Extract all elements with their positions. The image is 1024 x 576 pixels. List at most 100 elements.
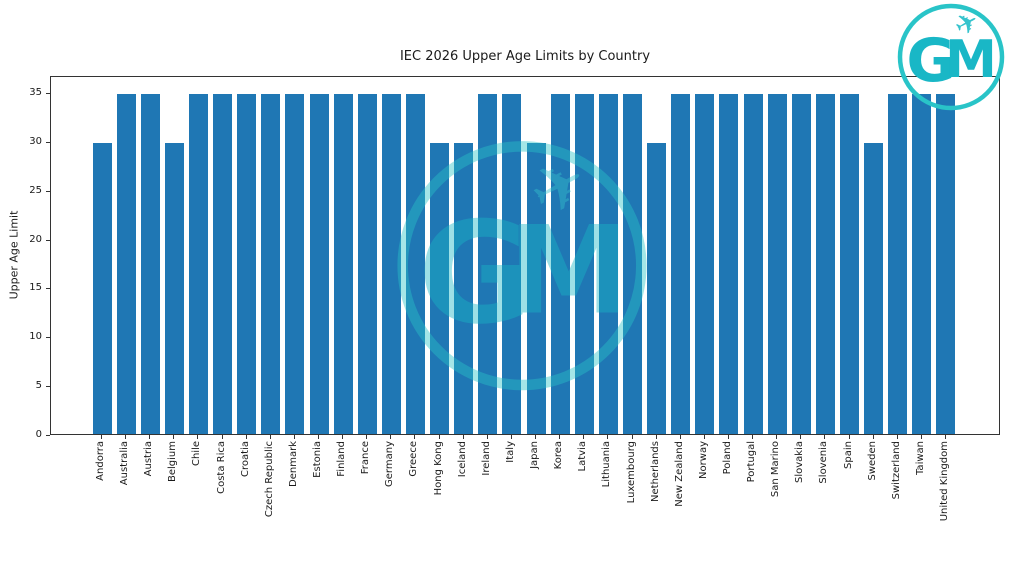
x-tick-label: Switzerland [890,441,902,500]
x-tick-mark [607,435,609,439]
bar-switzerland [888,94,908,434]
x-tick-label: Costa Rica [215,441,227,494]
x-tick-mark [269,435,271,439]
bar-andorra [92,143,112,434]
y-tick-mark [46,337,50,339]
x-tick-label: Greece [408,441,420,477]
x-tick-mark [872,435,874,439]
x-tick-label: Korea [553,441,565,470]
x-tick-mark [342,435,344,439]
y-tick-label: 0 [35,429,42,440]
x-tick-mark [293,435,295,439]
bar-australia [116,94,136,434]
y-tick-mark [46,93,50,95]
y-tick-label: 5 [35,380,42,392]
x-tick-label: Luxembourg [625,441,637,504]
bar-new-zealand [671,94,691,434]
x-tick-mark [848,435,850,439]
x-tick-mark [824,435,826,439]
y-tick-mark [46,288,50,290]
x-tick-label: Japan [529,441,541,469]
x-tick-mark [727,435,729,439]
x-tick-label: Germany [384,441,396,487]
x-tick-mark [776,435,778,439]
x-tick-mark [438,435,440,439]
bar-san-marino [767,94,787,434]
x-tick-mark [920,435,922,439]
x-tick-label: Slovenia [818,441,830,484]
x-tick-label: Iceland [456,441,468,478]
x-tick-mark [197,435,199,439]
bar-slovakia [791,94,811,434]
x-tick-label: Portugal [746,441,758,483]
x-tick-label: Finland [336,441,348,477]
x-tick-label: Estonia [312,441,324,478]
bar-taiwan [912,94,932,434]
bar-estonia [309,94,329,434]
bar-czech-republic [261,94,281,434]
x-tick-mark [390,435,392,439]
x-tick-label: Croatia [239,441,251,477]
bar-denmark [285,94,305,434]
x-tick-mark [703,435,705,439]
bar-poland [719,94,739,434]
x-tick-label: New Zealand [673,441,685,507]
x-tick-label: Spain [842,441,854,469]
y-tick-mark [46,386,50,388]
brand-logo [895,2,1007,114]
bar-united-kingdom [936,94,956,434]
x-tick-mark [101,435,102,439]
bar-spain [840,94,860,434]
x-tick-mark [800,435,802,439]
x-tick-mark [125,435,127,439]
bar-croatia [237,94,257,434]
x-tick-label: Latvia [577,441,589,472]
x-tick-mark [631,435,633,439]
x-tick-mark [318,435,320,439]
x-tick-label: Netherlands [649,441,661,502]
y-tick-label: 30 [29,135,42,147]
bar-norway [695,94,715,434]
bar-france [357,94,377,434]
bar-portugal [743,94,763,434]
x-tick-label: Hong Kong [432,441,444,496]
bar-finland [333,94,353,434]
bar-netherlands [647,143,667,434]
y-tick-mark [46,141,50,143]
x-tick-label: Sweden [866,441,878,481]
x-tick-mark [752,435,754,439]
x-tick-label: Ireland [480,441,492,476]
x-tick-mark [462,435,464,439]
x-tick-mark [149,435,151,439]
bar-luxembourg [623,94,642,434]
x-tick-label: Norway [697,441,709,479]
y-tick-label: 25 [29,184,42,196]
x-tick-mark [245,435,247,439]
y-tick-label: 15 [29,282,42,294]
x-tick-mark [535,435,537,439]
bar-germany [381,94,401,434]
x-tick-label: Belgium [167,441,179,482]
bar-austria [140,94,160,434]
x-tick-mark [173,435,175,439]
x-tick-label: Chile [191,441,203,467]
x-tick-label: Denmark [287,441,299,487]
y-tick-label: 20 [29,233,42,245]
x-tick-mark [486,435,488,439]
x-tick-mark [366,435,368,439]
chart-title: IEC 2026 Upper Age Limits by Country [399,49,651,64]
x-tick-mark [944,435,946,439]
bar-costa-rica [213,94,233,434]
x-tick-mark [221,435,223,439]
y-tick-mark [46,239,50,241]
x-tick-label: France [360,441,372,475]
watermark-logo [391,137,653,399]
x-tick-mark [655,435,657,439]
bar-sweden [864,143,884,434]
x-tick-label: San Marino [770,441,782,498]
x-tick-mark [510,435,512,439]
x-tick-mark [414,435,416,439]
y-tick-label: 35 [29,87,42,99]
x-tick-label: Lithuania [601,441,613,488]
